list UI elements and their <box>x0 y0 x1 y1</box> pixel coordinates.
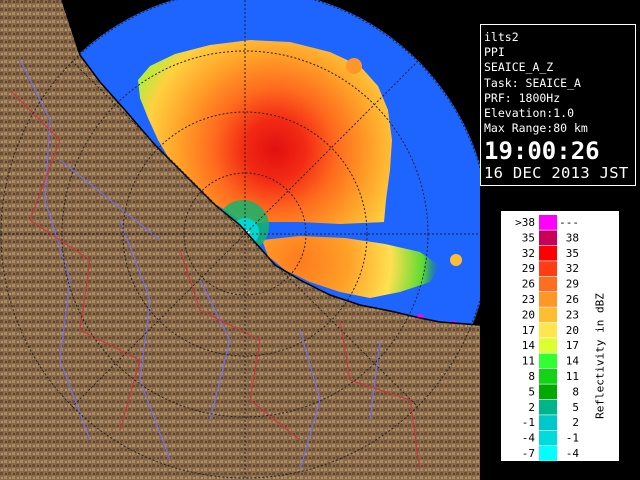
legend-high-label: 14 <box>566 355 580 368</box>
legend-color-swatch <box>539 399 557 415</box>
legend-high-label: 35 <box>566 247 579 260</box>
legend-low-label: 8 <box>528 370 535 383</box>
product-name: SEAICE_A_Z <box>484 60 554 75</box>
legend-low-label: 20 <box>522 308 535 321</box>
legend-color-swatch <box>539 245 557 261</box>
legend-high-label: --- <box>559 216 579 229</box>
legend-color-swatch <box>539 215 557 230</box>
legend-high-label: -4 <box>566 447 580 460</box>
legend-color-swatch <box>539 230 557 246</box>
reflectivity-legend: >38 --- 35 38 32 35 29 32 26 29 23 26 20 23 17 20 14 17 11… <box>500 210 620 462</box>
legend-color-swatch <box>539 338 557 353</box>
legend-high-label: -1 <box>566 432 579 445</box>
radar-name: ilts2 <box>484 30 519 44</box>
legend-high-label: 5 <box>572 401 579 414</box>
legend-high-label: 29 <box>566 278 579 291</box>
legend-high-label: 26 <box>566 293 579 306</box>
legend-color-swatch <box>539 430 557 446</box>
legend-color-swatch <box>539 307 557 323</box>
legend-high-label: 8 <box>572 385 579 398</box>
range-rings <box>0 0 480 479</box>
legend-low-label: 26 <box>522 278 535 291</box>
legend-color-swatch <box>539 261 557 276</box>
radar-info-panel: ilts2 PPI SEAICE_A_Z Task: SEAICE_A PRF:… <box>480 24 636 186</box>
lower-echo-band <box>262 236 440 298</box>
legend-low-label: -1 <box>522 416 535 429</box>
legend-low-label: 35 <box>522 231 535 244</box>
legend-low-label: 17 <box>522 324 535 337</box>
legend-color-swatch <box>539 415 557 430</box>
legend-low-label: -7 <box>522 447 535 460</box>
legend-high-label: 17 <box>566 339 579 352</box>
legend-color-swatch <box>539 446 557 461</box>
legend-unit-label: Reflectivity in dBZ <box>593 293 607 419</box>
legend-color-swatch <box>539 384 557 400</box>
legend-low-label: 32 <box>522 247 535 260</box>
legend-color-swatch <box>539 276 557 292</box>
legend-color-swatch <box>539 292 557 307</box>
scan-date: 16 DEC 2013 JST <box>484 164 629 183</box>
legend-low-label: 14 <box>522 339 536 352</box>
legend-low-label: 11 <box>522 355 535 368</box>
legend-high-label: 2 <box>572 416 579 429</box>
legend-color-swatch <box>539 353 557 369</box>
legend-high-label: 11 <box>566 370 579 383</box>
prf-value: PRF: 1800Hz <box>484 90 561 105</box>
main-echo <box>138 40 392 224</box>
boundary-lines <box>9 89 421 471</box>
legend-high-label: 32 <box>566 262 579 275</box>
elevation-value: Elevation:1.0 <box>484 106 575 121</box>
legend-low-label: 5 <box>528 385 535 398</box>
river-lines <box>19 59 381 471</box>
max-range-value: Max Range:80 km <box>484 121 588 136</box>
legend-low-label: 2 <box>528 401 535 414</box>
legend-high-label: 38 <box>566 231 579 244</box>
radar-ppi-map <box>0 0 480 480</box>
task-name: Task: SEAICE_A <box>484 75 581 90</box>
echo-cell-ne <box>346 58 362 74</box>
legend-low-label: 23 <box>522 293 535 306</box>
legend-unit-label-box: Reflectivity in dBZ <box>585 293 615 419</box>
coastline <box>61 0 480 326</box>
echo-cell-e <box>450 254 462 266</box>
legend-low-label: 29 <box>522 262 535 275</box>
legend-high-label: 20 <box>566 324 579 337</box>
scan-mode: PPI <box>484 45 505 60</box>
legend-color-swatch <box>539 322 557 338</box>
legend-high-label: 23 <box>566 308 579 321</box>
legend-scale: >38 --- 35 38 32 35 29 32 26 29 23 26 20 23 17 20 14 17 11… <box>515 215 580 461</box>
legend-low-label: -4 <box>522 432 536 445</box>
scan-time: 19:00:26 <box>484 137 600 166</box>
legend-low-label: >38 <box>515 216 535 229</box>
legend-color-swatch <box>539 369 557 384</box>
